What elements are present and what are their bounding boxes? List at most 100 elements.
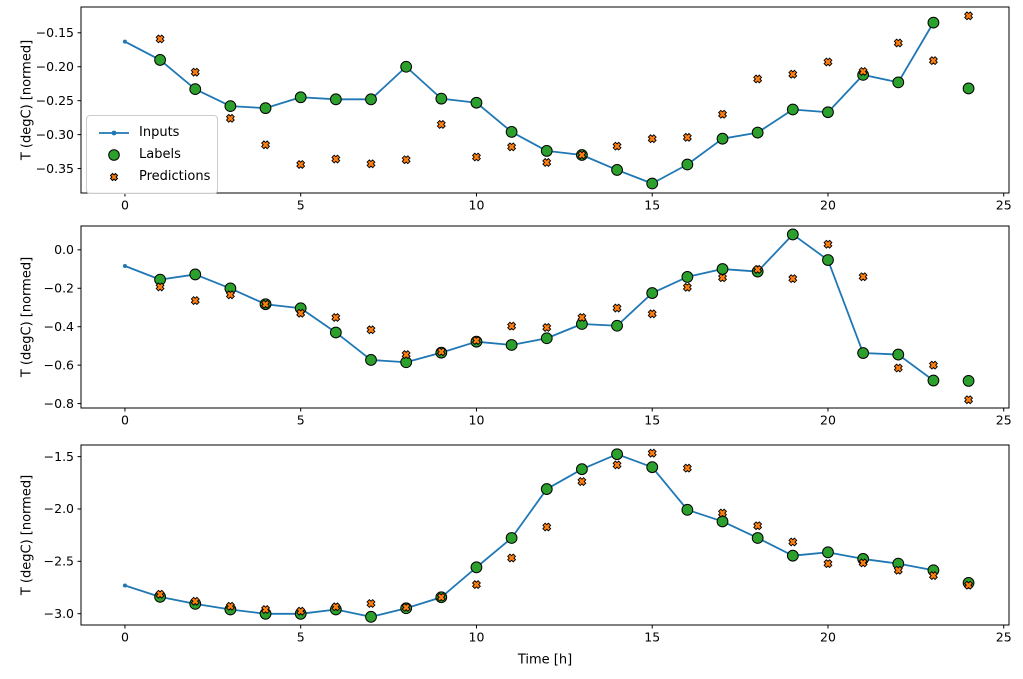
predictions-marker (261, 299, 271, 309)
predictions-marker (788, 274, 798, 284)
predictions-marker (471, 152, 481, 162)
y-tick-label: −0.8 (44, 396, 74, 411)
y-tick-label: −0.15 (36, 25, 74, 40)
predictions-marker (717, 508, 728, 518)
x-tick-label: 5 (297, 630, 305, 645)
labels-marker (259, 102, 272, 115)
predictions-marker (858, 272, 868, 282)
y-tick-label: −2.0 (44, 501, 74, 516)
predictions-marker (155, 589, 165, 599)
predictions-marker (964, 11, 974, 21)
labels-circle-icon (97, 148, 131, 162)
legend-item-labels: Labels (97, 145, 207, 164)
predictions-marker (507, 553, 517, 563)
labels-marker (681, 271, 694, 283)
x-tick-label: 10 (469, 198, 485, 213)
predictions-marker (682, 132, 692, 142)
labels-marker (892, 76, 905, 89)
predictions-marker (542, 322, 552, 332)
predictions-marker (753, 521, 763, 531)
predictions-marker (261, 140, 271, 150)
labels-marker (400, 356, 413, 369)
legend: Inputs Labels Predictions (86, 115, 218, 194)
x-tick-label: 20 (820, 413, 836, 428)
x-tick-label: 15 (644, 413, 660, 428)
predictions-marker (788, 69, 798, 79)
labels-marker (716, 263, 729, 275)
labels-marker (329, 93, 342, 106)
labels-marker (927, 16, 940, 29)
predictions-marker (331, 602, 341, 612)
inputs-line (124, 233, 934, 382)
predictions-marker (964, 395, 974, 405)
predictions-marker (717, 273, 728, 283)
y-axis-label-subplot-3: T (degC) [normed] (19, 474, 35, 596)
labels-marker (927, 374, 940, 387)
predictions-marker (858, 66, 868, 77)
x-tick-label: 0 (121, 198, 129, 213)
x-tick-label: 15 (644, 630, 660, 645)
predictions-marker (296, 159, 306, 170)
predictions-marker (296, 308, 306, 318)
y-tick-label: −0.20 (36, 59, 74, 74)
labels-marker (505, 532, 518, 544)
labels-marker (505, 339, 518, 351)
predictions-marker (366, 159, 376, 169)
predictions-marker (507, 321, 517, 331)
predictions-marker (753, 264, 763, 274)
predictions-marker (647, 448, 657, 458)
y-tick-label: −0.2 (44, 280, 74, 295)
predictions-marker (577, 477, 587, 487)
labels-marker (611, 164, 623, 176)
labels-marker (540, 145, 553, 157)
predictions-marker (612, 141, 622, 151)
inputs-line (124, 22, 935, 185)
labels-marker (365, 354, 377, 366)
predictions-marker (366, 599, 376, 609)
predictions-marker (682, 463, 692, 473)
predictions-marker (893, 38, 903, 48)
labels-marker (786, 549, 799, 562)
x-axis-label: Time [h] (517, 652, 573, 668)
labels-marker (716, 515, 729, 528)
predictions-marker (577, 150, 587, 160)
subplot-1: 0 5 10 15 20 25 −0.15 −0.20 −0.25 −0.30 −0.35 (36, 6, 1012, 213)
x-tick-label: 20 (820, 198, 836, 213)
inputs-line (124, 453, 934, 618)
labels-marker (822, 106, 834, 119)
legend-label-labels: Labels (139, 147, 181, 162)
labels-marker (681, 158, 694, 171)
predictions-marker (436, 592, 446, 602)
y-axis-label-subplot-1: T (degC) [normed] (19, 39, 35, 161)
labels-marker (540, 483, 553, 495)
legend-item-predictions: Predictions (97, 167, 211, 186)
subplot-3: 0 5 10 15 20 25 −1.5 −2.0 −2.5 −3.0 (44, 444, 1012, 645)
predictions-marker (401, 155, 411, 165)
legend-label-inputs: Inputs (139, 125, 180, 140)
x-tick-label: 5 (297, 413, 305, 428)
predictions-marker (190, 296, 200, 306)
predictions-marker (858, 558, 868, 568)
labels-marker (540, 332, 553, 345)
labels-marker (470, 561, 483, 574)
predictions-marker (928, 571, 938, 581)
y-tick-label: −2.5 (44, 554, 74, 569)
labels-marker (329, 326, 342, 339)
predictions-marker (893, 565, 903, 575)
predictions-marker (190, 67, 200, 77)
predictions-marker (612, 460, 622, 470)
predictions-marker (225, 601, 235, 611)
axes-frame (80, 225, 1010, 409)
predictions-marker (893, 363, 903, 373)
legend-label-predictions: Predictions (139, 169, 211, 184)
predictions-marker (682, 282, 692, 292)
y-tick-label: −0.25 (36, 93, 74, 108)
x-tick-label: 25 (996, 413, 1012, 428)
predictions-marker (717, 109, 728, 119)
labels-marker (962, 82, 975, 95)
labels-marker (470, 96, 483, 109)
labels-marker (294, 91, 307, 104)
labels-marker (611, 448, 623, 461)
predictions-marker (401, 602, 411, 612)
